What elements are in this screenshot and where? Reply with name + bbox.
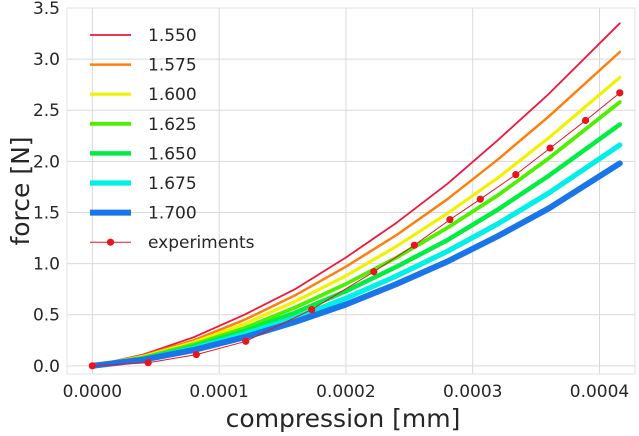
legend-marker	[106, 238, 115, 246]
y-tick-label: 2.5	[33, 101, 60, 121]
series-line-1.575	[91, 50, 622, 368]
legend-label: experiments	[148, 233, 255, 253]
experiment-point	[88, 362, 96, 370]
x-tick-label: 0.0000	[63, 382, 122, 402]
experiment-point	[476, 195, 484, 203]
x-tick-label: 0.0004	[570, 382, 629, 402]
series-line-1.700	[89, 160, 623, 369]
legend-label: 1.650	[148, 144, 197, 164]
x-tick-labels: 0.0000 0.0001 0.0002 0.0003 0.0004	[63, 382, 630, 402]
series-line-1.550	[91, 22, 621, 367]
legend: 1.550 1.575 1.600 1.625 1.650 1.675 1.700 exper…	[90, 26, 255, 253]
experiment-point	[446, 216, 454, 224]
y-tick-label: 1.5	[33, 203, 60, 223]
legend-label: 1.625	[148, 115, 197, 135]
experiment-point	[370, 268, 378, 276]
y-tick-label: 3.5	[33, 0, 60, 19]
y-tick-label: 2.0	[33, 152, 60, 172]
plot-background	[67, 8, 635, 374]
x-tick-label: 0.0002	[316, 382, 375, 402]
y-axis-label: force [N]	[6, 136, 35, 245]
experiment-point	[581, 116, 590, 125]
experiment-layer	[88, 89, 624, 370]
experiment-point	[512, 171, 520, 179]
legend-label: 1.575	[148, 56, 197, 76]
y-tick-labels: 0.0 0.5 1.0 1.5 2.0 2.5 3.0 3.5	[33, 0, 60, 377]
y-tick-label: 3.0	[33, 50, 60, 70]
experiment-point	[616, 89, 624, 97]
legend-label: 1.675	[148, 174, 197, 194]
plot-frame	[66, 7, 636, 375]
experiment-point	[410, 241, 418, 249]
experiment-point	[242, 337, 250, 345]
y-tick-label: 0.0	[33, 357, 60, 377]
legend-label: 1.550	[148, 26, 197, 46]
experiment-point	[546, 144, 554, 152]
experiment-point	[192, 350, 200, 359]
x-tick-label: 0.0001	[189, 382, 248, 402]
series-layer	[89, 22, 623, 369]
x-tick-label: 0.0003	[443, 382, 502, 402]
y-tick-label: 0.5	[33, 306, 60, 326]
x-axis-label: compression [mm]	[226, 404, 461, 433]
legend-label: 1.700	[148, 204, 197, 224]
experiment-point	[308, 305, 316, 314]
legend-label: 1.600	[148, 85, 197, 105]
y-tick-label: 1.0	[33, 255, 60, 275]
experiment-point	[144, 359, 152, 367]
grid	[67, 7, 635, 374]
